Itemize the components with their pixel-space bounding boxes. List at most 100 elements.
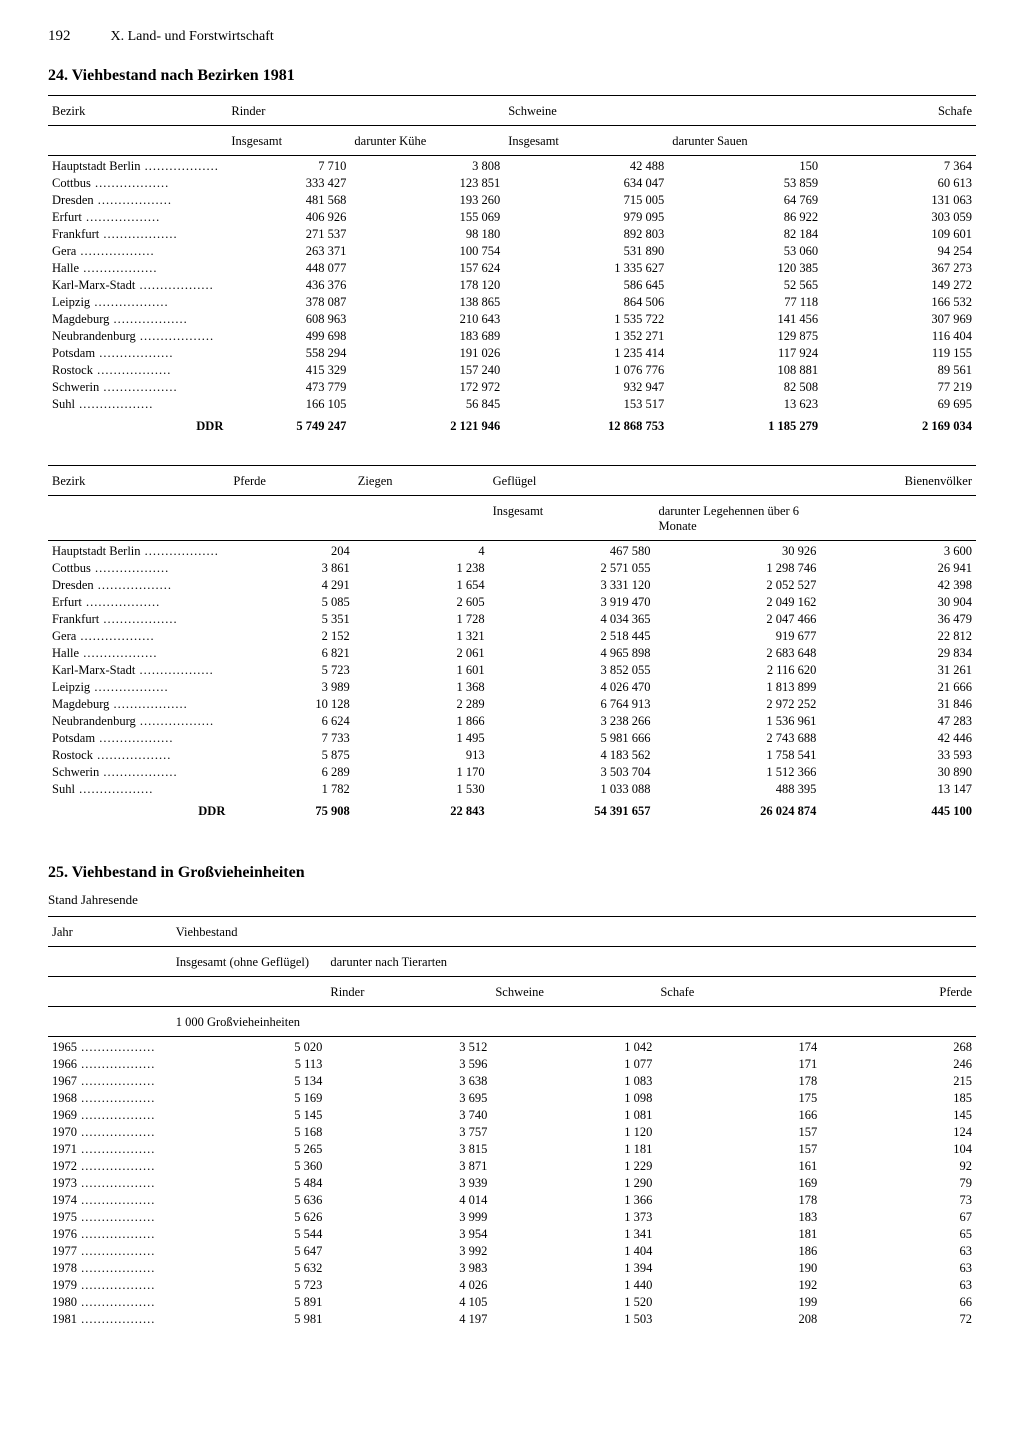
- cell-value: 157 240: [350, 362, 504, 379]
- unit-row: 1 000 Großvieheinheiten: [172, 1009, 976, 1037]
- cell-value: 3 596: [326, 1056, 491, 1073]
- cell-value: 2 683 648: [655, 645, 821, 662]
- cell-value: 1 813 899: [655, 679, 821, 696]
- col-schweine-ins: Insgesamt: [504, 128, 668, 156]
- cell-value: 2 052 527: [655, 577, 821, 594]
- cell-value: 2 061: [354, 645, 489, 662]
- cell-value: 271 537: [227, 226, 350, 243]
- cell-value: 185: [821, 1090, 976, 1107]
- col-gef-lege: darunter Legehennen über 6 Monate: [655, 498, 821, 541]
- cell-value: 7 710: [227, 158, 350, 175]
- total-value: 2 169 034: [822, 413, 976, 435]
- row-label: Halle: [48, 260, 227, 277]
- cell-value: 64 769: [668, 192, 822, 209]
- row-label: Cottbus: [48, 560, 229, 577]
- cell-value: 1 520: [491, 1294, 656, 1311]
- cell-value: 2 518 445: [489, 628, 655, 645]
- table-row: Suhl1 7821 5301 033 088488 39513 147: [48, 781, 976, 798]
- table-row: Leipzig378 087138 865864 50677 118166 53…: [48, 294, 976, 311]
- table-row: Rostock415 329157 2401 076 776108 88189 …: [48, 362, 976, 379]
- row-label: 1967: [48, 1073, 172, 1090]
- cell-value: 149 272: [822, 277, 976, 294]
- cell-value: 634 047: [504, 175, 668, 192]
- table-row: Gera2 1521 3212 518 445919 67722 812: [48, 628, 976, 645]
- row-label: Suhl: [48, 396, 227, 413]
- cell-value: 4 026: [326, 1277, 491, 1294]
- row-label: 1976: [48, 1226, 172, 1243]
- cell-value: 415 329: [227, 362, 350, 379]
- row-label: 1973: [48, 1175, 172, 1192]
- cell-value: 531 890: [504, 243, 668, 260]
- cell-value: 3 871: [326, 1158, 491, 1175]
- section-name: X. Land- und Forstwirtschaft: [111, 29, 274, 45]
- cell-value: 30 904: [820, 594, 976, 611]
- row-label: 1971: [48, 1141, 172, 1158]
- cell-value: 3 939: [326, 1175, 491, 1192]
- cell-value: 1 728: [354, 611, 489, 628]
- col-rinder-kuhe: darunter Kühe: [350, 128, 504, 156]
- cell-value: 367 273: [822, 260, 976, 277]
- cell-value: 2 571 055: [489, 560, 655, 577]
- cell-value: 65: [821, 1226, 976, 1243]
- table-row: 19665 1133 5961 077171246: [48, 1056, 976, 1073]
- cell-value: 1 238: [354, 560, 489, 577]
- cell-value: 178 120: [350, 277, 504, 294]
- cell-value: 499 698: [227, 328, 350, 345]
- table25: Jahr Viehbestand Insgesamt (ohne Geflüge…: [48, 916, 976, 1328]
- cell-value: 5 351: [229, 611, 353, 628]
- row-label: Cottbus: [48, 175, 227, 192]
- cell-value: 190: [656, 1260, 821, 1277]
- cell-value: 5 647: [172, 1243, 327, 1260]
- table24-partA: Bezirk Rinder Schweine Schafe Insgesamt …: [48, 95, 976, 435]
- col-gef-ins: Insgesamt: [489, 498, 655, 541]
- table-row: Rostock5 8759134 183 5621 758 54133 593: [48, 747, 976, 764]
- cell-value: 1 394: [491, 1260, 656, 1277]
- row-label: Leipzig: [48, 294, 227, 311]
- total-value: 1 185 279: [668, 413, 822, 435]
- cell-value: 178: [656, 1073, 821, 1090]
- cell-value: 1 341: [491, 1226, 656, 1243]
- table-row: Schwerin6 2891 1703 503 7041 512 36630 8…: [48, 764, 976, 781]
- cell-value: 77 118: [668, 294, 822, 311]
- cell-value: 178: [656, 1192, 821, 1209]
- row-label: Schwerin: [48, 379, 227, 396]
- col-schafe: Schafe: [656, 979, 821, 1007]
- col-pferde: Pferde: [229, 468, 353, 496]
- cell-value: 1 033 088: [489, 781, 655, 798]
- cell-value: 307 969: [822, 311, 976, 328]
- cell-value: 124: [821, 1124, 976, 1141]
- cell-value: 5 169: [172, 1090, 327, 1107]
- cell-value: 4 034 365: [489, 611, 655, 628]
- cell-value: 6 764 913: [489, 696, 655, 713]
- cell-value: 1 298 746: [655, 560, 821, 577]
- cell-value: 1 235 414: [504, 345, 668, 362]
- table-row: 19685 1693 6951 098175185: [48, 1090, 976, 1107]
- cell-value: 5 875: [229, 747, 353, 764]
- cell-value: 4: [354, 543, 489, 560]
- cell-value: 3 992: [326, 1243, 491, 1260]
- cell-value: 131 063: [822, 192, 976, 209]
- row-label: 1978: [48, 1260, 172, 1277]
- cell-value: 1 042: [491, 1039, 656, 1056]
- row-label: Frankfurt: [48, 226, 227, 243]
- cell-value: 1 120: [491, 1124, 656, 1141]
- cell-value: 56 845: [350, 396, 504, 413]
- col-rinder: Rinder: [326, 979, 491, 1007]
- cell-value: 5 544: [172, 1226, 327, 1243]
- total-row: DDR75 90822 84354 391 65726 024 874445 1…: [48, 798, 976, 820]
- row-label: 1969: [48, 1107, 172, 1124]
- cell-value: 436 376: [227, 277, 350, 294]
- cell-value: 979 095: [504, 209, 668, 226]
- cell-value: 481 568: [227, 192, 350, 209]
- row-label: 1979: [48, 1277, 172, 1294]
- col-schweine: Schweine: [504, 98, 822, 126]
- cell-value: 5 020: [172, 1039, 327, 1056]
- cell-value: 3 503 704: [489, 764, 655, 781]
- table-row: Frankfurt271 53798 180892 80382 184109 6…: [48, 226, 976, 243]
- cell-value: 6 289: [229, 764, 353, 781]
- cell-value: 586 645: [504, 277, 668, 294]
- cell-value: 3 740: [326, 1107, 491, 1124]
- cell-value: 33 593: [820, 747, 976, 764]
- cell-value: 60 613: [822, 175, 976, 192]
- cell-value: 31 846: [820, 696, 976, 713]
